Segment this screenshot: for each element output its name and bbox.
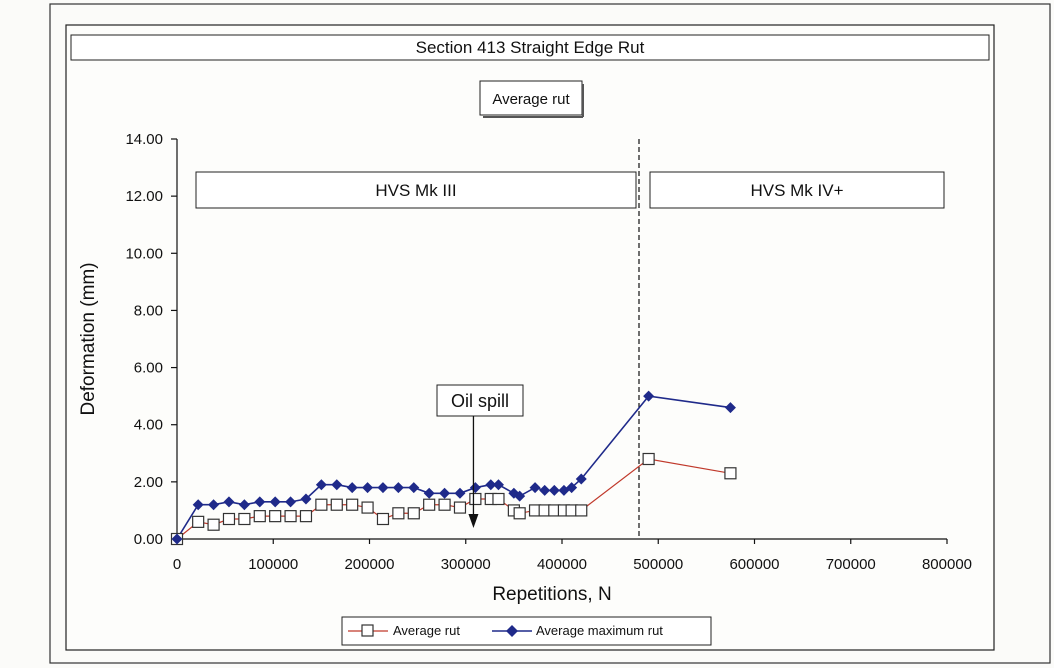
average-max-rut-point	[208, 499, 220, 511]
average-rut-point	[315, 498, 328, 511]
average-max-rut-point	[485, 479, 497, 491]
average-rut-point	[642, 452, 655, 466]
average-rut-point	[269, 510, 282, 523]
x-tick-label: 100000	[248, 556, 298, 573]
region-box-mk3	[195, 171, 637, 209]
average-max-rut-point	[408, 482, 420, 494]
average-max-rut-point	[423, 487, 435, 499]
average-max-rut-point	[392, 482, 404, 494]
x-tick-label: 0	[173, 556, 181, 573]
region-label-mk3: HVS Mk III	[375, 181, 456, 200]
average-max-rut-point	[171, 533, 183, 545]
average-max-rut-point	[346, 482, 358, 494]
legend-avg-max-rut-label: Average maximum rut	[536, 623, 663, 638]
average-max-rut-point	[254, 496, 266, 508]
average-rut-point	[207, 518, 220, 531]
average-max-rut-point	[377, 482, 389, 494]
y-tick-label: 14.00	[125, 131, 163, 148]
average-max-rut-point	[238, 499, 250, 511]
average-max-rut-point	[724, 402, 736, 414]
average-max-rut-point	[539, 484, 551, 496]
average-max-rut-point	[223, 496, 235, 508]
average-rut-point	[238, 512, 251, 526]
average-max-rut-point	[439, 487, 451, 499]
average-max-rut-point	[315, 479, 327, 491]
region-box-mk4	[649, 171, 945, 209]
average-max-rut-point	[469, 482, 481, 494]
average-rut-point	[469, 492, 482, 506]
y-axis-label: Deformation (mm)	[78, 262, 99, 415]
average-rut-point	[724, 467, 737, 480]
y-tick-label: 10.00	[125, 245, 163, 262]
x-tick-label: 300000	[441, 556, 491, 573]
legend-avg-rut-label: Average rut	[393, 623, 460, 638]
average-rut-point	[513, 507, 526, 520]
x-tick-label: 700000	[826, 556, 876, 573]
average-rut-point	[299, 510, 313, 523]
average-max-rut-point	[643, 390, 655, 402]
chart-subtitle: Average rut	[492, 91, 570, 108]
average-rut-point	[361, 501, 374, 514]
average-max-rut-point	[285, 496, 297, 508]
tick-layer: 0.00 2.00 4.00 6.00 8.00 10.00 12.00 14.00 0 1000…	[125, 131, 972, 573]
legend-avg-max-rut-marker	[506, 625, 518, 637]
y-tick-label: 2.00	[134, 474, 163, 491]
annotation-arrowhead	[468, 514, 479, 528]
average-max-rut-point	[331, 479, 343, 491]
y-tick-label: 12.00	[125, 188, 163, 205]
average-max-rut-point	[454, 487, 466, 499]
average-rut-point	[284, 510, 297, 523]
chart-frame	[65, 24, 995, 651]
average-rut-point	[453, 501, 467, 514]
average-rut-point	[330, 498, 343, 511]
annotation-box	[436, 384, 524, 417]
legend-avg-rut-marker	[361, 624, 374, 637]
series-layer	[170, 390, 737, 546]
y-tick-label: 6.00	[134, 360, 163, 377]
x-axis-label: Repetitions, N	[492, 584, 611, 605]
x-tick-label: 800000	[922, 556, 972, 573]
average-max-rut-point	[548, 484, 560, 496]
average-max-rut-point	[514, 490, 526, 502]
average-max-rut-point	[566, 482, 578, 494]
region-label-mk4: HVS Mk IV+	[750, 181, 843, 200]
average-max-rut-point	[269, 496, 281, 508]
x-tick-label: 600000	[729, 556, 779, 573]
average-rut-point	[575, 504, 588, 517]
chart-title: Section 413 Straight Edge Rut	[416, 38, 645, 57]
y-tick-label: 0.00	[134, 531, 163, 548]
average-rut-point	[192, 515, 205, 528]
average-rut-point	[346, 498, 359, 511]
average-max-rut-point	[362, 482, 374, 494]
title-box	[70, 34, 990, 61]
average-rut-point	[392, 507, 405, 520]
annotation-label: Oil spill	[451, 391, 509, 411]
average-rut-point	[492, 492, 505, 506]
average-rut-point	[376, 512, 390, 526]
average-rut-point	[423, 498, 436, 511]
average-max-rut-point	[492, 479, 504, 491]
average-max-rut-point	[529, 482, 541, 494]
y-tick-label: 4.00	[134, 417, 163, 434]
average-rut-point	[407, 507, 420, 520]
outer-frame	[49, 3, 1051, 664]
x-tick-label: 200000	[344, 556, 394, 573]
average-max-rut-point	[192, 499, 204, 511]
average-rut-point	[253, 510, 266, 523]
x-tick-label: 500000	[633, 556, 683, 573]
average-rut-point	[438, 498, 451, 511]
x-tick-label: 400000	[537, 556, 587, 573]
average-max-rut-point	[575, 473, 587, 485]
y-tick-label: 8.00	[134, 302, 163, 319]
average-max-rut-point	[300, 493, 312, 505]
average-rut-point	[222, 512, 236, 526]
